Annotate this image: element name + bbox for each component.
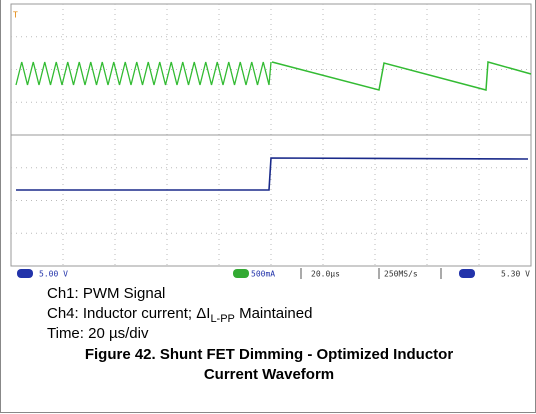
ch1-waveform-off xyxy=(271,61,532,91)
figure-title: Current Waveform xyxy=(203,366,335,383)
caption-line: Ch1: PWM Signal xyxy=(47,285,166,302)
caption-line: Time: 20 µs/div xyxy=(47,325,149,342)
caption-text: Maintained xyxy=(239,305,313,322)
scope-screen: T 5.00 V 500mA 20.0µs 250MS/s 5.30 V xyxy=(10,3,532,279)
ch1-scale: 5.00 V xyxy=(39,270,68,279)
caption-text: Ch4: Inductor current; ΔI xyxy=(47,305,211,322)
figure-title: Figure 42. Shunt FET Dimming - Optimized… xyxy=(84,346,454,363)
trigger-level: 5.30 V xyxy=(501,270,530,279)
subscript: L-PP xyxy=(210,313,235,325)
timebase: 20.0µs xyxy=(311,270,340,279)
ch4-scale: 500mA xyxy=(251,270,275,279)
trigger-marker: T xyxy=(13,11,18,20)
trigger-badge xyxy=(459,269,475,278)
ch4-waveform xyxy=(16,157,529,191)
ch1-waveform xyxy=(15,61,272,86)
status-bar xyxy=(11,268,531,279)
ch1-badge xyxy=(17,269,33,278)
ch4-badge xyxy=(233,269,249,278)
sample-rate: 250MS/s xyxy=(384,270,418,279)
caption-line: Ch4: Inductor current; ΔIL-PP Maintained xyxy=(47,305,312,325)
